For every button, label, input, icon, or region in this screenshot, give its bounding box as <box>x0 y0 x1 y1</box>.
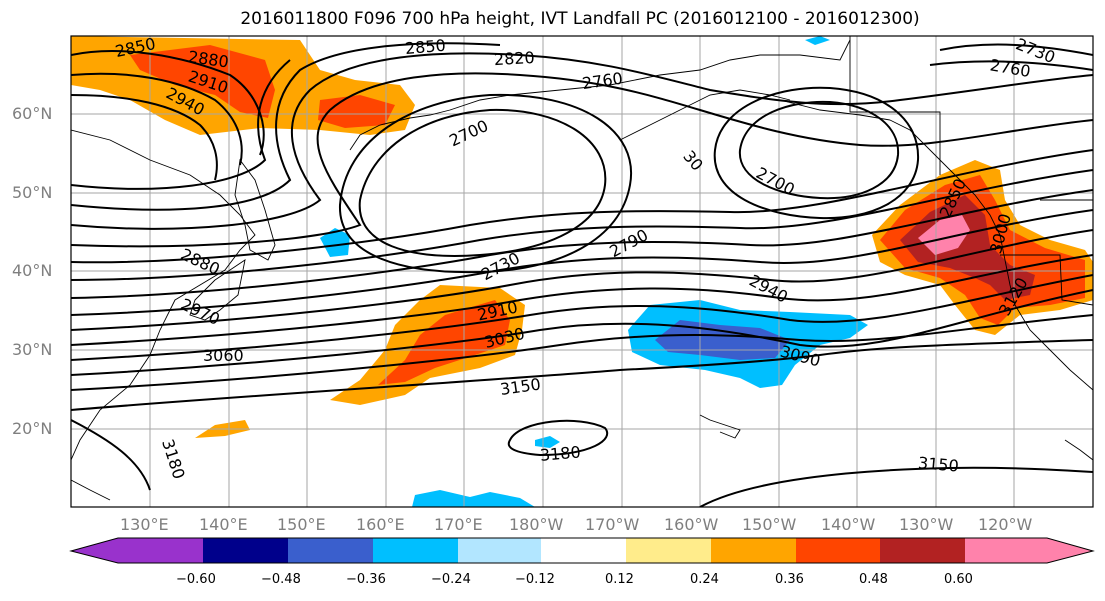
contour-3180-center <box>507 419 608 457</box>
lon-label: 150°E <box>277 515 326 534</box>
lon-label: 170°E <box>434 515 483 534</box>
lat-label: 50°N <box>12 183 53 202</box>
contour-label: 2820 <box>494 48 536 69</box>
contour-label: 2940 <box>746 271 791 307</box>
colorbar <box>69 537 1095 564</box>
contour-label: 2760 <box>581 69 624 93</box>
ivt-max-region-east <box>918 215 970 255</box>
colorbar-extend-high <box>1047 538 1093 563</box>
colorbar-segment <box>541 538 626 563</box>
contour-label: 2850 <box>404 36 446 58</box>
colorbar-extend-low <box>71 538 118 563</box>
colorbar-segment <box>288 538 373 563</box>
colorbar-tick-label: −0.36 <box>346 572 386 587</box>
lon-label: 170°W <box>585 515 640 534</box>
contour-label: 2790 <box>606 225 651 261</box>
colorbar-segment <box>203 538 288 563</box>
colorbar-tick-label: 0.60 <box>944 572 973 587</box>
colorbar-tick-label: 0.48 <box>859 572 888 587</box>
map-frame <box>70 35 1094 508</box>
contour-label: 3180 <box>539 442 581 464</box>
contour-3180-west <box>71 419 151 491</box>
contour-high-nw2 <box>71 72 243 166</box>
contour-2850 <box>71 72 1093 248</box>
ivt-negative-small-1 <box>320 228 350 257</box>
contour-3060 <box>71 274 1093 361</box>
lon-label: 160°W <box>664 515 719 534</box>
contour-low-west-2700 <box>358 108 607 257</box>
contour-label: 2700 <box>446 116 491 150</box>
colorbar-segment <box>458 538 541 563</box>
lon-label: 130°W <box>899 515 954 534</box>
contour-label: 2880 <box>178 245 223 279</box>
lat-label: 40°N <box>12 261 53 280</box>
contour-label: 2760 <box>989 55 1032 81</box>
colorbar-segment <box>118 538 203 563</box>
colorbar-tick-label: −0.24 <box>431 572 471 587</box>
colorbar-segment <box>965 538 1047 563</box>
contour-label: 3060 <box>203 346 244 365</box>
contour-label: 2700 <box>753 163 798 199</box>
ivt-negative-small-3 <box>412 490 535 507</box>
contour-low-west-2730 <box>338 93 633 274</box>
colorbar-tick-label: 0.24 <box>690 572 719 587</box>
ivt-negative-small-4 <box>805 36 830 45</box>
colorbar-tick-label: −0.12 <box>515 572 555 587</box>
ivt-very-strong-region-east <box>900 195 1035 300</box>
colorbar-segment <box>796 538 880 563</box>
lon-label: 180°W <box>509 515 564 534</box>
contour-2940 <box>71 189 1093 299</box>
contour-label: 3150 <box>917 453 959 475</box>
contour-low-east-2730 <box>713 86 920 220</box>
contour-2730-ne <box>939 43 1093 56</box>
ivt-strong-region-nw <box>130 45 275 118</box>
colorbar-tick-label: −0.48 <box>261 572 301 587</box>
colorbar-tick-label: −0.60 <box>176 572 216 587</box>
contour-high-nw3 <box>71 94 218 181</box>
lon-label: 120°W <box>978 515 1033 534</box>
map-title: 2016011800 F096 700 hPa height, IVT Land… <box>240 9 920 29</box>
contour-label: 3180 <box>158 437 189 482</box>
contour-label: 30 <box>679 147 707 175</box>
contour-2760 <box>71 59 291 190</box>
contour-2820 <box>71 52 1093 230</box>
contour-low-east-2700 <box>738 100 900 200</box>
lat-label: 30°N <box>12 340 53 359</box>
lat-label: 60°N <box>12 104 53 123</box>
contour-2910 <box>71 169 1093 281</box>
contour-3000 <box>71 229 1093 331</box>
colorbar-segment <box>711 538 796 563</box>
contour-3030 <box>71 254 1093 346</box>
contour-3090 <box>71 289 1093 376</box>
colorbar-segment <box>626 538 711 563</box>
ivt-negative-small-2 <box>535 436 560 448</box>
height-contours <box>71 42 1093 507</box>
lon-label: 160°E <box>356 515 405 534</box>
contour-high-nw <box>71 50 265 156</box>
colorbar-outline <box>69 537 1095 564</box>
lon-label: 130°E <box>120 515 169 534</box>
colorbar-segment <box>373 538 458 563</box>
colorbar-tick-label: 0.12 <box>605 572 634 587</box>
lat-label: 20°N <box>12 419 53 438</box>
lon-label: 140°E <box>199 515 248 534</box>
contour-2760-ne <box>929 60 1093 71</box>
contour-2790 <box>71 42 501 211</box>
colorbar-tick-label: 0.36 <box>775 572 804 587</box>
lon-label: 140°W <box>821 515 876 534</box>
lon-label: 150°W <box>742 515 797 534</box>
contour-3150-east <box>71 339 1093 411</box>
contour-3150-se <box>699 466 1093 507</box>
contour-2970 <box>71 209 1093 316</box>
colorbar-segment <box>880 538 965 563</box>
